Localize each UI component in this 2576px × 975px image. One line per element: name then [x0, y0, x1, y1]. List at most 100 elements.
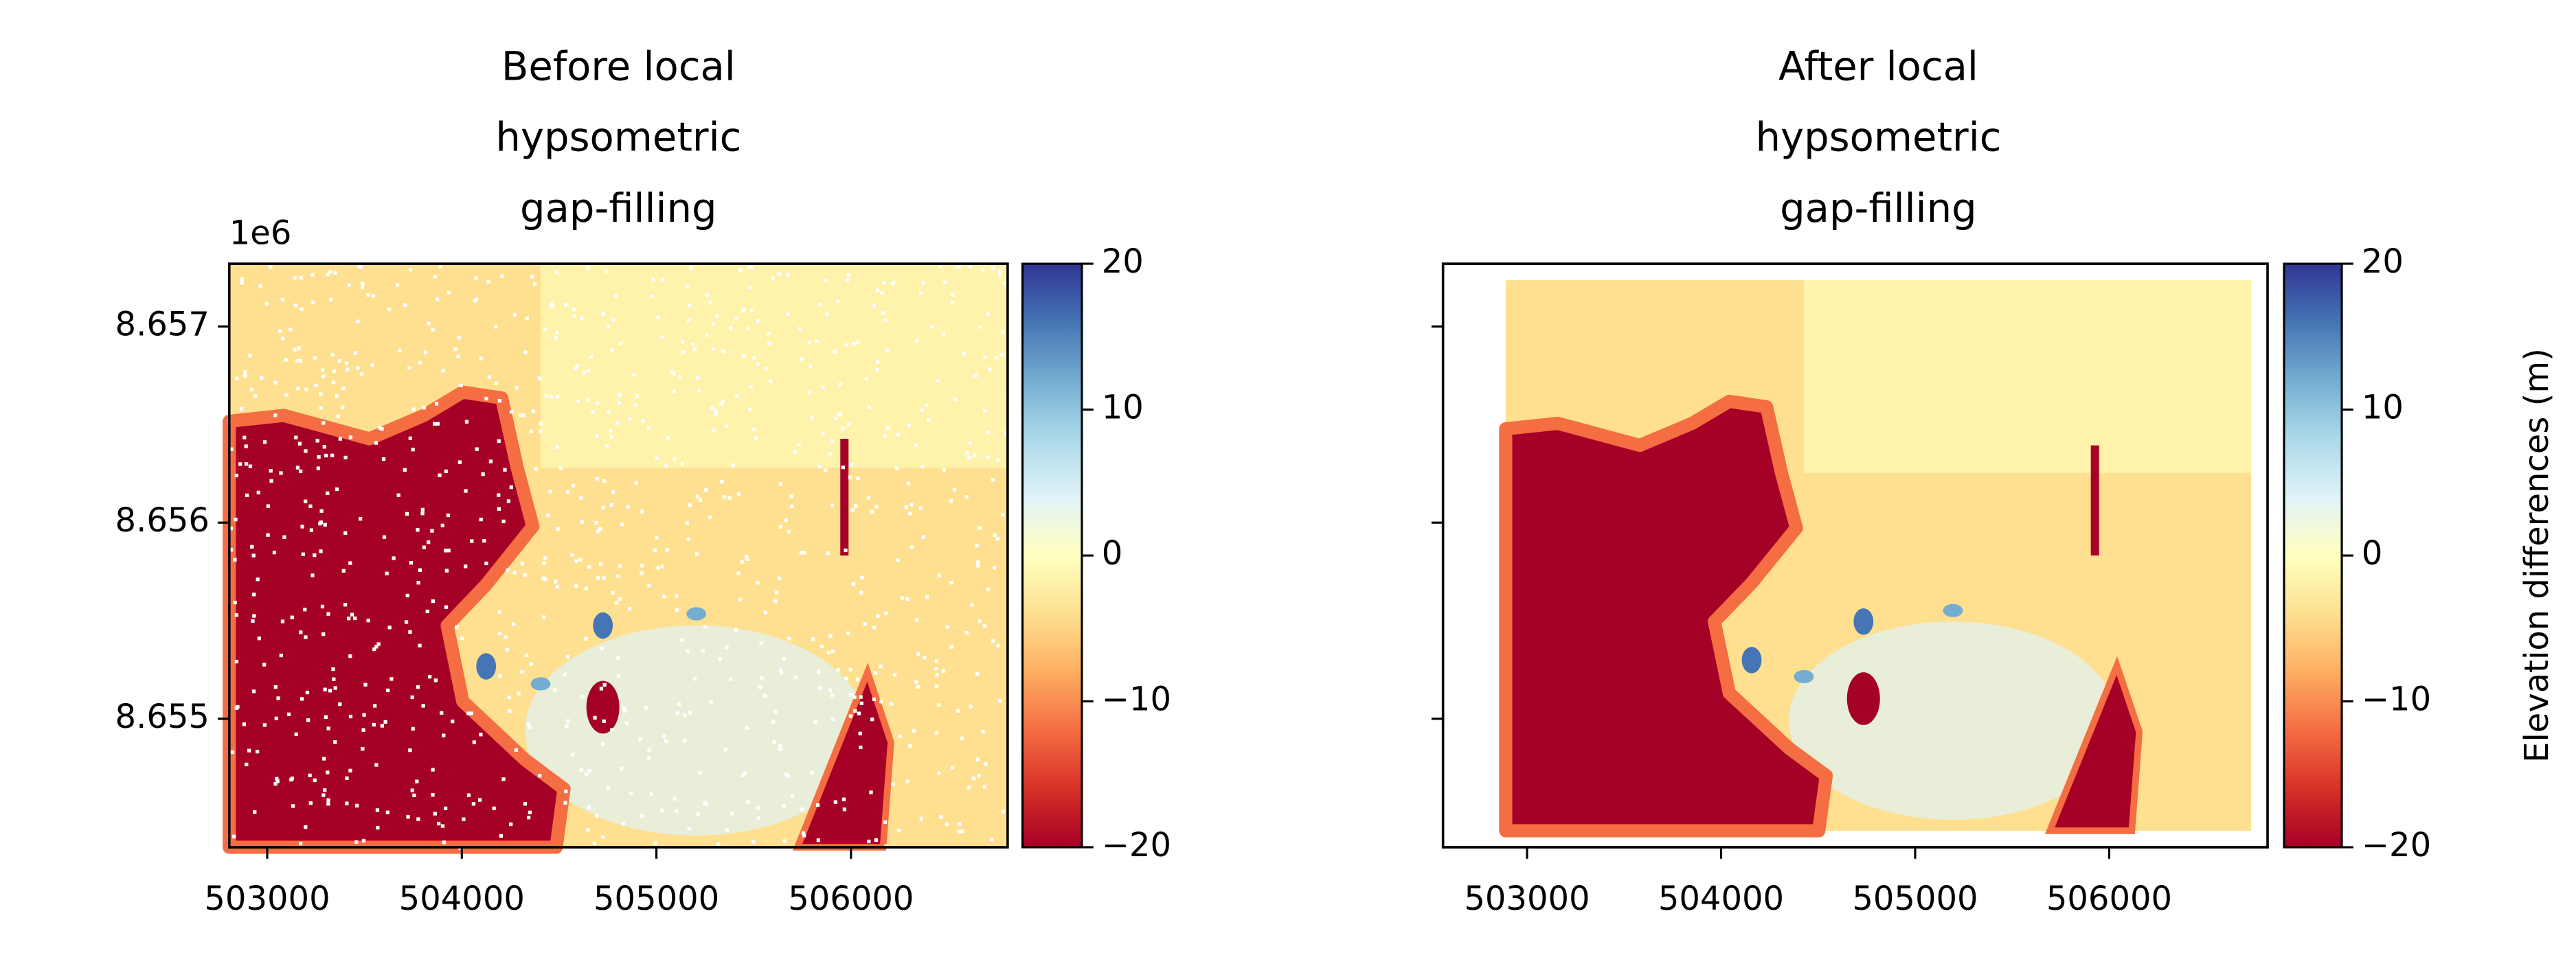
nodata-pixel: [418, 360, 422, 365]
nodata-pixel: [918, 506, 923, 510]
nodata-pixel: [934, 731, 939, 735]
nodata-pixel: [338, 702, 342, 707]
nodata-pixel: [586, 827, 590, 832]
nodata-pixel: [571, 483, 576, 488]
nodata-pixel: [470, 539, 474, 543]
nodata-pixel: [416, 528, 420, 532]
nodata-pixel: [591, 410, 595, 414]
nodata-pixel: [280, 619, 285, 623]
nodata-pixel: [348, 435, 353, 439]
nodata-pixel: [457, 336, 462, 340]
nodata-pixel: [842, 807, 847, 812]
nodata-pixel: [677, 702, 681, 707]
nodata-pixel: [408, 436, 413, 440]
nodata-pixel: [628, 417, 632, 421]
nodata-pixel: [920, 464, 925, 469]
nodata-pixel: [256, 577, 260, 582]
nodata-pixel: [914, 618, 919, 622]
nodata-pixel: [416, 817, 420, 821]
nodata-pixel: [324, 715, 328, 720]
nodata-pixel: [821, 432, 825, 436]
nodata-pixel: [881, 311, 885, 315]
nodata-pixel: [836, 668, 840, 672]
nodata-pixel: [587, 768, 591, 773]
nodata-pixel: [661, 277, 665, 282]
nodata-pixel: [407, 366, 411, 370]
nodata-pixel: [725, 828, 730, 832]
nodata-pixel: [474, 297, 478, 301]
nodata-pixel: [294, 732, 298, 737]
nodata-pixel: [698, 498, 703, 502]
nodata-pixel: [308, 504, 313, 508]
nodata-pixel: [408, 748, 412, 753]
nodata-pixel: [257, 636, 262, 641]
nodata-pixel: [587, 565, 591, 569]
nodata-pixel: [611, 318, 615, 322]
nodata-pixel: [692, 676, 697, 681]
nodata-pixel: [486, 279, 490, 284]
nodata-pixel: [747, 265, 751, 269]
nodata-pixel: [300, 697, 304, 701]
nodata-pixel: [614, 601, 619, 605]
nodata-pixel: [550, 395, 554, 399]
nodata-pixel: [782, 656, 787, 661]
nodata-pixel: [787, 529, 791, 534]
nodata-pixel: [380, 427, 384, 431]
nodata-pixel: [359, 372, 364, 376]
nodata-pixel: [313, 778, 317, 783]
nodata-pixel: [303, 608, 307, 612]
nodata-pixel: [838, 411, 842, 415]
nodata-pixel: [341, 405, 345, 409]
nodata-pixel: [510, 410, 514, 414]
nodata-pixel: [687, 826, 691, 831]
nodata-pixel: [598, 562, 603, 566]
nodata-pixel: [501, 519, 506, 524]
nodata-pixel: [807, 341, 811, 345]
nodata-pixel: [436, 422, 440, 426]
nodata-pixel: [234, 473, 238, 478]
nodata-pixel: [742, 307, 746, 311]
nodata-pixel: [950, 766, 955, 770]
nodata-pixel: [420, 512, 425, 516]
nodata-pixel: [316, 466, 321, 470]
nodata-pixel: [500, 274, 504, 278]
nodata-pixel: [982, 623, 986, 628]
nodata-pixel: [1004, 431, 1008, 435]
nodata-pixel: [326, 273, 330, 277]
nodata-pixel: [234, 613, 239, 617]
nodata-pixel: [290, 615, 294, 619]
nodata-pixel: [373, 704, 377, 708]
nodata-pixel: [921, 281, 925, 285]
nodata-pixel: [848, 693, 852, 697]
raster-high-spot: [1853, 608, 1874, 635]
nodata-pixel: [825, 312, 829, 317]
y-tick-label: 8.655: [115, 698, 210, 736]
nodata-pixel: [695, 376, 700, 380]
nodata-pixel: [580, 316, 584, 321]
nodata-pixel: [305, 690, 310, 695]
nodata-pixel: [238, 462, 242, 466]
nodata-pixel: [550, 304, 554, 308]
chart-title: hypsometric: [1755, 115, 2001, 161]
nodata-pixel: [378, 426, 382, 430]
nodata-pixel: [929, 325, 934, 329]
nodata-pixel: [952, 488, 957, 492]
colorbar: [1021, 262, 1083, 849]
colorbar-tick-label: −10: [1102, 680, 1171, 718]
nodata-pixel: [859, 695, 863, 699]
nodata-pixel: [984, 762, 988, 766]
nodata-pixel: [405, 593, 409, 598]
nodata-pixel: [356, 366, 360, 370]
nodata-pixel: [314, 383, 318, 387]
nodata-pixel: [374, 645, 379, 649]
nodata-pixel: [938, 264, 942, 268]
chart-title: hypsometric: [495, 115, 741, 161]
nodata-pixel: [724, 424, 729, 428]
nodata-pixel: [526, 722, 531, 726]
nodata-pixel: [310, 273, 315, 277]
nodata-pixel: [372, 647, 376, 652]
nodata-pixel: [361, 282, 365, 286]
nodata-pixel: [398, 348, 402, 353]
